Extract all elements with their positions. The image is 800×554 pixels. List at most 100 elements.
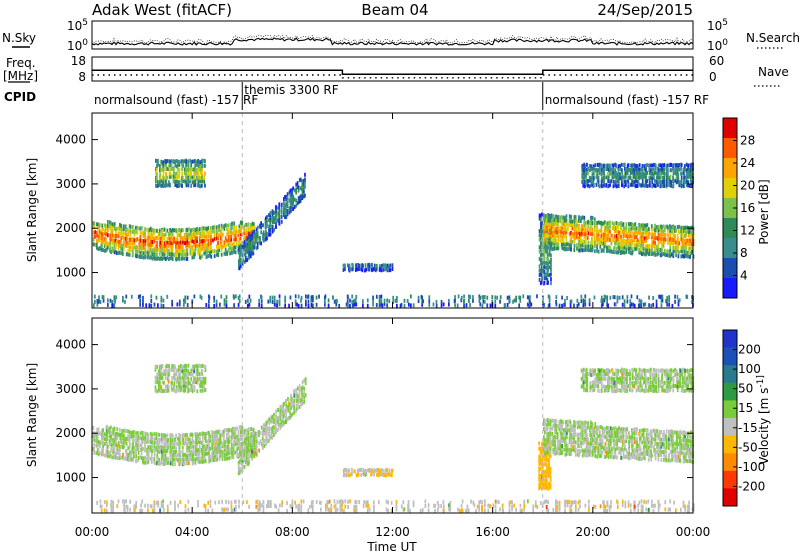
colorbar-swatch: [723, 278, 737, 299]
colorbar-tick: 200: [738, 343, 761, 357]
power-colorbar-label: Power [dB]: [757, 179, 771, 244]
colorbar-swatch: [723, 330, 737, 348]
noise-panel: N.Sky 105 100 105 100 N.Search: [2, 18, 800, 53]
colorbar-swatch: [723, 365, 737, 384]
x-axis: 00:00 04:00 08:00 12:00 16:00 20:00 00:00: [75, 113, 711, 539]
freq-left-tick-bottom: 8: [78, 70, 86, 84]
noise-search-trace: [91, 34, 694, 45]
nave-label: Nave: [758, 65, 789, 79]
cpid-segment-2: normalsound (fast) -157 RF: [545, 93, 709, 107]
colorbar-swatch: [723, 488, 737, 507]
noise-right-label: N.Search: [746, 31, 800, 45]
colorbar-tick: -200: [738, 479, 765, 493]
echo-region-evening-upper: [581, 162, 694, 189]
freq-line: [92, 69, 693, 76]
echo-region-rising-arm: [238, 172, 306, 271]
cpid-segment-0: normalsound (fast) -157 RF: [94, 93, 258, 107]
xtick-label: 00:00: [676, 525, 711, 539]
echo-region-mid-patch: [342, 262, 394, 273]
colorbar-tick: 16: [740, 201, 755, 215]
velocity-colorbar: 200 100 50 15 -15 -50 -100 -200: [722, 329, 765, 507]
cpid-segment-1: themis 3300 RF: [244, 83, 338, 97]
noise-right-tick-top: 105: [707, 18, 728, 33]
colorbar-swatch: [723, 418, 737, 436]
colorbar-swatch: [723, 400, 737, 419]
echo-region-evening-band: [543, 418, 695, 465]
noise-left-tick-top: 105: [67, 18, 88, 33]
colorbar-tick: -50: [738, 440, 758, 454]
colorbar-tick: 15: [738, 401, 753, 415]
echo-region-evening-band: [543, 213, 695, 259]
colorbar-tick: -100: [738, 460, 765, 474]
echo-region-main-band: [92, 424, 257, 467]
colorbar-swatch: [723, 158, 737, 179]
ytick-label: 1000: [55, 266, 86, 280]
velocity-ylabel: Slant Range [km]: [25, 363, 39, 467]
noise-left-tick-bottom: 100: [67, 38, 88, 53]
colorbar-swatch: [723, 218, 737, 239]
echo-region-upper-patch: [155, 158, 206, 189]
velocity-panel: 1000 2000 3000 4000 Slant Range [km]: [25, 317, 695, 514]
echo-region-upper-patch: [154, 363, 207, 394]
echo-region-main-band: [92, 219, 256, 262]
freq-label-line1: Freq.: [6, 56, 36, 70]
velocity-colorbar-label: Velocity [m s-1]: [756, 375, 771, 465]
colorbar-swatch: [723, 347, 737, 366]
ytick-label: 4000: [55, 338, 86, 352]
xtick-label: 16:00: [475, 525, 510, 539]
ytick-label: 1000: [55, 471, 86, 485]
ytick-label: 3000: [55, 382, 86, 396]
colorbar-swatch: [723, 382, 737, 401]
colorbar-swatch: [723, 198, 737, 219]
echo-region-rising-arm: [237, 377, 307, 476]
power-ylabel: Slant Range [km]: [25, 158, 39, 262]
echo-region-ground-scatter: [93, 294, 694, 308]
colorbar-tick: 4: [740, 269, 748, 283]
colorbar-swatch: [723, 453, 737, 472]
colorbar-swatch: [723, 138, 737, 159]
date-title: 24/Sep/2015: [597, 1, 693, 19]
noise-left-label: N.Sky: [2, 31, 36, 45]
xtick-label: 04:00: [175, 525, 210, 539]
colorbar-swatch: [723, 118, 737, 139]
xtick-label: 12:00: [375, 525, 410, 539]
colorbar-tick: 50: [738, 382, 753, 396]
freq-label-line2: [MHz]: [3, 69, 38, 83]
x-axis-label: Time UT: [366, 540, 417, 554]
xtick-label: 20:00: [576, 525, 611, 539]
echo-region-evening-upper: [580, 367, 695, 394]
colorbar-tick: 28: [740, 134, 755, 148]
nave-line: [92, 74, 693, 79]
echo-region-ground-scatter: [96, 499, 695, 513]
colorbar-tick: 24: [740, 156, 755, 170]
beam-title: Beam 04: [361, 1, 428, 19]
colorbar-swatch: [723, 258, 737, 279]
freq-left-tick-top: 18: [71, 54, 86, 68]
freq-panel: Freq. [MHz] 18 8 60 0 Nave: [3, 54, 789, 87]
freq-right-tick-bottom: 0: [709, 70, 717, 84]
ytick-label: 2000: [55, 221, 86, 235]
colorbar-swatch: [723, 470, 737, 489]
colorbar-tick: 20: [740, 179, 755, 193]
echo-region-mid-patch: [342, 467, 394, 478]
noise-right-tick-bottom: 100: [707, 38, 728, 53]
ytick-label: 2000: [55, 426, 86, 440]
noise-sky-trace: [91, 37, 694, 46]
xtick-label: 08:00: [275, 525, 310, 539]
colorbar-tick: 12: [740, 224, 755, 238]
xtick-label: 00:00: [75, 525, 110, 539]
velocity-echo-cells: [92, 363, 695, 513]
freq-right-tick-top: 60: [709, 54, 724, 68]
ytick-label: 3000: [55, 177, 86, 191]
cpid-label: CPID: [4, 90, 36, 104]
colorbar-tick: 8: [740, 246, 748, 260]
power-echo-cells: [92, 158, 695, 308]
ytick-label: 4000: [55, 133, 86, 147]
colorbar-swatch: [723, 238, 737, 259]
power-panel: 1000 2000 3000 4000 Slant Range [km]: [25, 112, 695, 309]
power-colorbar: 4 8 12 16 20 24 28: [722, 117, 755, 299]
colorbar-swatch: [723, 435, 737, 454]
colorbar-tick: 100: [738, 362, 761, 376]
